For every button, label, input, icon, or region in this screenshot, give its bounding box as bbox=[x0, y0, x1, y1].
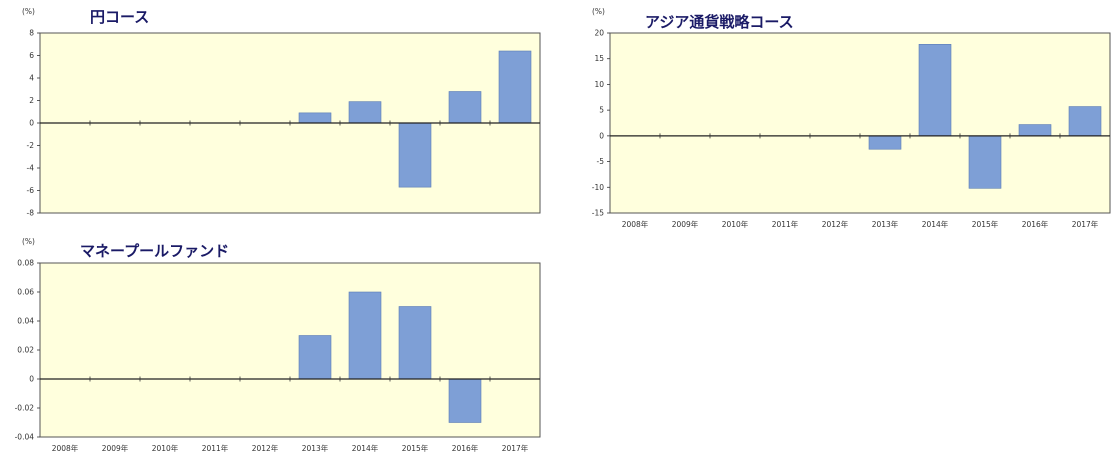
y-tick-label: 15 bbox=[594, 54, 604, 63]
bar-2016年 bbox=[1018, 124, 1052, 137]
x-tick-label: 2013年 bbox=[872, 219, 899, 229]
chart-money-pool-fund-svg: (%) マネープールファンド 0.08 0.06 0.04 0.02 0 -0.02 -0.… bbox=[15, 237, 541, 453]
y-tick-label: 4 bbox=[29, 74, 34, 83]
x-tick-label: 2010年 bbox=[152, 443, 179, 453]
x-tick-label: 2010年 bbox=[722, 219, 749, 229]
bar-2014年 bbox=[918, 44, 952, 137]
x-tick-label: 2009年 bbox=[672, 219, 699, 229]
y-tick-label: 8 bbox=[29, 29, 34, 38]
x-tick-label: 2008年 bbox=[52, 443, 79, 453]
chart-title: マネープールファンド bbox=[80, 242, 229, 260]
bar-2017年 bbox=[1068, 106, 1102, 137]
y-tick-label: -5 bbox=[597, 157, 605, 166]
bar-2016年 bbox=[448, 378, 482, 423]
y-tick-label: 10 bbox=[594, 80, 604, 89]
y-tick-label: 0.06 bbox=[17, 288, 34, 297]
y-tick-label: -0.02 bbox=[15, 404, 35, 413]
chart-title: アジア通貨戦略コース bbox=[645, 13, 794, 31]
bar-2014年 bbox=[348, 101, 382, 124]
x-tick-label: 2014年 bbox=[352, 443, 379, 453]
bar-2016年 bbox=[448, 91, 482, 124]
y-tick-label: 5 bbox=[599, 106, 604, 115]
bar-2015年 bbox=[398, 306, 432, 380]
y-tick-label: 6 bbox=[29, 51, 34, 60]
bar-2014年 bbox=[348, 291, 382, 380]
x-tick-label: 2008年 bbox=[622, 219, 649, 229]
bar-2017年 bbox=[498, 50, 532, 124]
x-tick-label: 2016年 bbox=[452, 443, 479, 453]
y-tick-label: 0.04 bbox=[17, 317, 34, 326]
y-tick-label: -8 bbox=[27, 209, 35, 218]
y-tick-label: 0 bbox=[29, 375, 34, 384]
bar-2015年 bbox=[398, 122, 432, 188]
x-tick-label: 2011年 bbox=[772, 219, 799, 229]
x-tick-label: 2016年 bbox=[1022, 219, 1049, 229]
y-tick-label: 0.08 bbox=[17, 259, 34, 268]
y-tick-label: -2 bbox=[27, 141, 35, 150]
x-tick-label: 2012年 bbox=[822, 219, 849, 229]
unit-label: (%) bbox=[592, 7, 605, 16]
bar-2015年 bbox=[968, 135, 1002, 189]
chart-yen-course: (%) 円コース 8 6 4 2 0 -2 -4 -6 -8 bbox=[0, 0, 560, 230]
y-tick-label: -4 bbox=[27, 164, 35, 173]
bar-2013年 bbox=[298, 335, 332, 380]
x-tick-label: 2015年 bbox=[402, 443, 429, 453]
chart-title: 円コース bbox=[90, 8, 149, 26]
y-tick-label: -0.04 bbox=[15, 433, 35, 442]
y-tick-label: -6 bbox=[27, 186, 35, 195]
y-tick-label: 2 bbox=[29, 96, 34, 105]
x-tick-label: 2012年 bbox=[252, 443, 279, 453]
y-tick-label: 20 bbox=[594, 29, 604, 38]
chart-asia-currency-course-svg: (%) アジア通貨戦略コース 20 15 10 5 0 -5 -10 -15 2008年 2009… bbox=[592, 7, 1111, 229]
y-tick-label: -15 bbox=[592, 209, 604, 218]
plot-area bbox=[609, 32, 1111, 214]
y-tick-label: 0 bbox=[29, 119, 34, 128]
x-tick-label: 2015年 bbox=[972, 219, 999, 229]
y-tick-label: 0 bbox=[599, 131, 604, 140]
x-tick-label: 2014年 bbox=[922, 219, 949, 229]
y-tick-label: -10 bbox=[592, 183, 604, 192]
bar-2013年 bbox=[868, 135, 902, 150]
x-tick-label: 2017年 bbox=[1072, 219, 1099, 229]
x-tick-label: 2009年 bbox=[102, 443, 129, 453]
bar-2013年 bbox=[298, 112, 332, 124]
chart-yen-course-svg: (%) 円コース 8 6 4 2 0 -2 -4 -6 -8 bbox=[22, 7, 541, 218]
x-tick-label: 2013年 bbox=[302, 443, 329, 453]
chart-money-pool-fund: (%) マネープールファンド 0.08 0.06 0.04 0.02 0 -0.02 -0.… bbox=[0, 230, 560, 466]
unit-label: (%) bbox=[22, 7, 35, 16]
x-tick-label: 2011年 bbox=[202, 443, 229, 453]
x-tick-label: 2017年 bbox=[502, 443, 529, 453]
y-tick-label: 0.02 bbox=[17, 346, 34, 355]
chart-asia-currency-course: (%) アジア通貨戦略コース 20 15 10 5 0 -5 -10 -15 2008年 2009… bbox=[570, 0, 1113, 250]
unit-label: (%) bbox=[22, 237, 35, 246]
